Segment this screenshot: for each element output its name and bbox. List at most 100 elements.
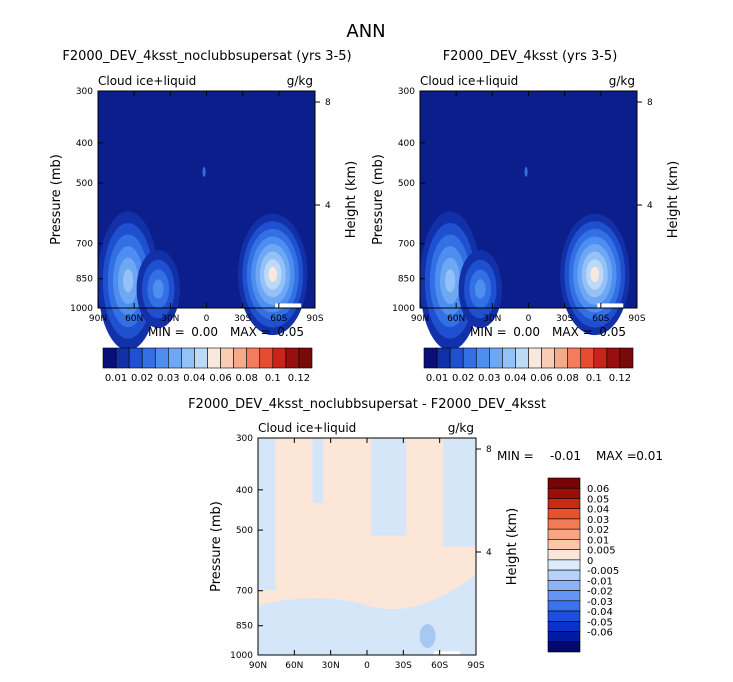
variable-label: Cloud ice+liquid — [258, 421, 356, 435]
panel-title: F2000_DEV_4ksst_noclubbsupersat (yrs 3-5… — [62, 49, 351, 64]
colorbar-swatch — [547, 539, 581, 550]
x-tick-label: 60N — [447, 314, 465, 324]
contour-band — [202, 166, 206, 177]
colorbar-swatch — [547, 600, 581, 612]
colorbar-label: 0.06 — [587, 484, 609, 495]
colorbar-swatch — [547, 477, 581, 489]
missing-data — [275, 303, 302, 308]
x-tick-label: 30N — [161, 314, 179, 324]
panel-left: F2000_DEV_4ksst_noclubbsupersat (yrs 3-5… — [49, 49, 359, 384]
x-tick-label: 60S — [592, 314, 609, 324]
y-tick-label: 500 — [236, 526, 253, 536]
x-tick-label: 60S — [431, 661, 448, 671]
y2-axis-label: Height (km) — [344, 161, 359, 238]
colorbar-swatch — [547, 641, 581, 653]
colorbar-label: -0.005 — [587, 566, 619, 577]
colorbar-swatch — [489, 347, 503, 369]
colorbar-swatch — [593, 347, 608, 369]
colorbar-label: 0.02 — [131, 373, 153, 384]
y-tick-label: 400 — [76, 139, 93, 149]
colorbar-swatch — [220, 347, 234, 369]
colorbar-swatch — [423, 347, 438, 369]
colorbar-label: 0.04 — [183, 373, 205, 384]
colorbar-swatch — [449, 347, 464, 369]
colorbar-label: 0.1 — [586, 373, 602, 384]
x-tick-label: 60N — [125, 314, 143, 324]
colorbar-label: 0.12 — [609, 373, 631, 384]
colorbar-label: -0.02 — [587, 587, 613, 598]
y-tick-label: 400 — [398, 139, 415, 149]
colorbar-swatch — [547, 508, 581, 520]
panel-title: F2000_DEV_4ksst (yrs 3-5) — [443, 49, 618, 64]
colorbar-swatch — [207, 347, 221, 369]
colorbar-label: 0.01 — [587, 535, 609, 546]
y-tick-label: 300 — [398, 87, 415, 97]
x-tick-label: 60N — [285, 661, 303, 671]
y-tick-label: 1000 — [70, 304, 93, 314]
y-axis-label: Pressure (mb) — [209, 501, 224, 592]
y2-tick-label: 8 — [325, 98, 331, 108]
colorbar-label: 0.02 — [452, 373, 474, 384]
x-tick-label: 60S — [270, 314, 287, 324]
x-tick-label: 0 — [526, 314, 532, 324]
contour-field — [258, 438, 476, 655]
units-label: g/kg — [609, 74, 635, 88]
colorbar-swatch — [606, 347, 621, 369]
colorbar-swatch — [298, 347, 313, 369]
max-value: 0.05 — [599, 325, 626, 339]
missing-data — [597, 303, 624, 308]
contour-band — [123, 269, 134, 293]
colorbar-swatch — [141, 347, 156, 369]
y-tick-label: 700 — [76, 240, 93, 250]
colorbar-label: 0.06 — [530, 373, 552, 384]
missing-data — [433, 651, 460, 655]
x-tick-label: 90S — [628, 314, 645, 324]
contour-band — [445, 269, 456, 293]
colorbar-label: 0.1 — [265, 373, 281, 384]
x-tick-label: 30S — [234, 314, 251, 324]
contour-band — [443, 438, 476, 547]
contour-band — [268, 266, 278, 283]
min-value: -0.01 — [550, 449, 581, 463]
x-tick-label: 0 — [204, 314, 210, 324]
colorbar-swatch — [515, 347, 529, 369]
min-label: MIN = — [470, 325, 507, 339]
y2-tick-label: 8 — [647, 98, 653, 108]
min-label: MIN = — [497, 449, 534, 463]
y-tick-label: 850 — [398, 275, 415, 285]
y-tick-label: 1000 — [392, 304, 415, 314]
y-tick-label: 500 — [398, 179, 415, 189]
colorbar-label: 0.04 — [587, 505, 609, 516]
colorbar-label: 0.01 — [426, 373, 448, 384]
colorbar-label: 0.06 — [209, 373, 231, 384]
colorbar-swatch — [285, 347, 300, 369]
contour-band — [258, 438, 276, 590]
colorbar-swatch — [154, 347, 169, 369]
colorbar-swatch — [475, 347, 490, 369]
contour-band — [312, 438, 324, 504]
x-tick-label: 90N — [89, 314, 107, 324]
contour-band — [524, 166, 528, 177]
colorbar-swatch — [619, 347, 634, 369]
colorbar-label: -0.06 — [587, 628, 613, 639]
colorbar-swatch — [547, 528, 581, 540]
y2-tick-label: 4 — [325, 201, 331, 211]
colorbar-label: 0.03 — [478, 373, 500, 384]
units-label: g/kg — [448, 421, 474, 435]
y-tick-label: 1000 — [230, 651, 253, 661]
colorbar-label: 0.03 — [587, 515, 609, 526]
colorbar-swatch — [547, 487, 581, 499]
colorbar-label: 0.03 — [157, 373, 179, 384]
y-tick-label: 300 — [76, 87, 93, 97]
contour-band — [152, 279, 164, 299]
colorbar-swatch — [246, 347, 261, 369]
y-tick-label: 500 — [76, 179, 93, 189]
y-tick-label: 400 — [236, 486, 253, 496]
colorbar-swatch — [547, 620, 581, 632]
y-tick-label: 300 — [236, 434, 253, 444]
colorbar-label: -0.05 — [587, 617, 613, 628]
min-value: 0.00 — [513, 325, 540, 339]
max-value: 0.01 — [636, 449, 663, 463]
y2-tick-label: 4 — [647, 201, 653, 211]
x-tick-label: 90S — [306, 314, 323, 324]
